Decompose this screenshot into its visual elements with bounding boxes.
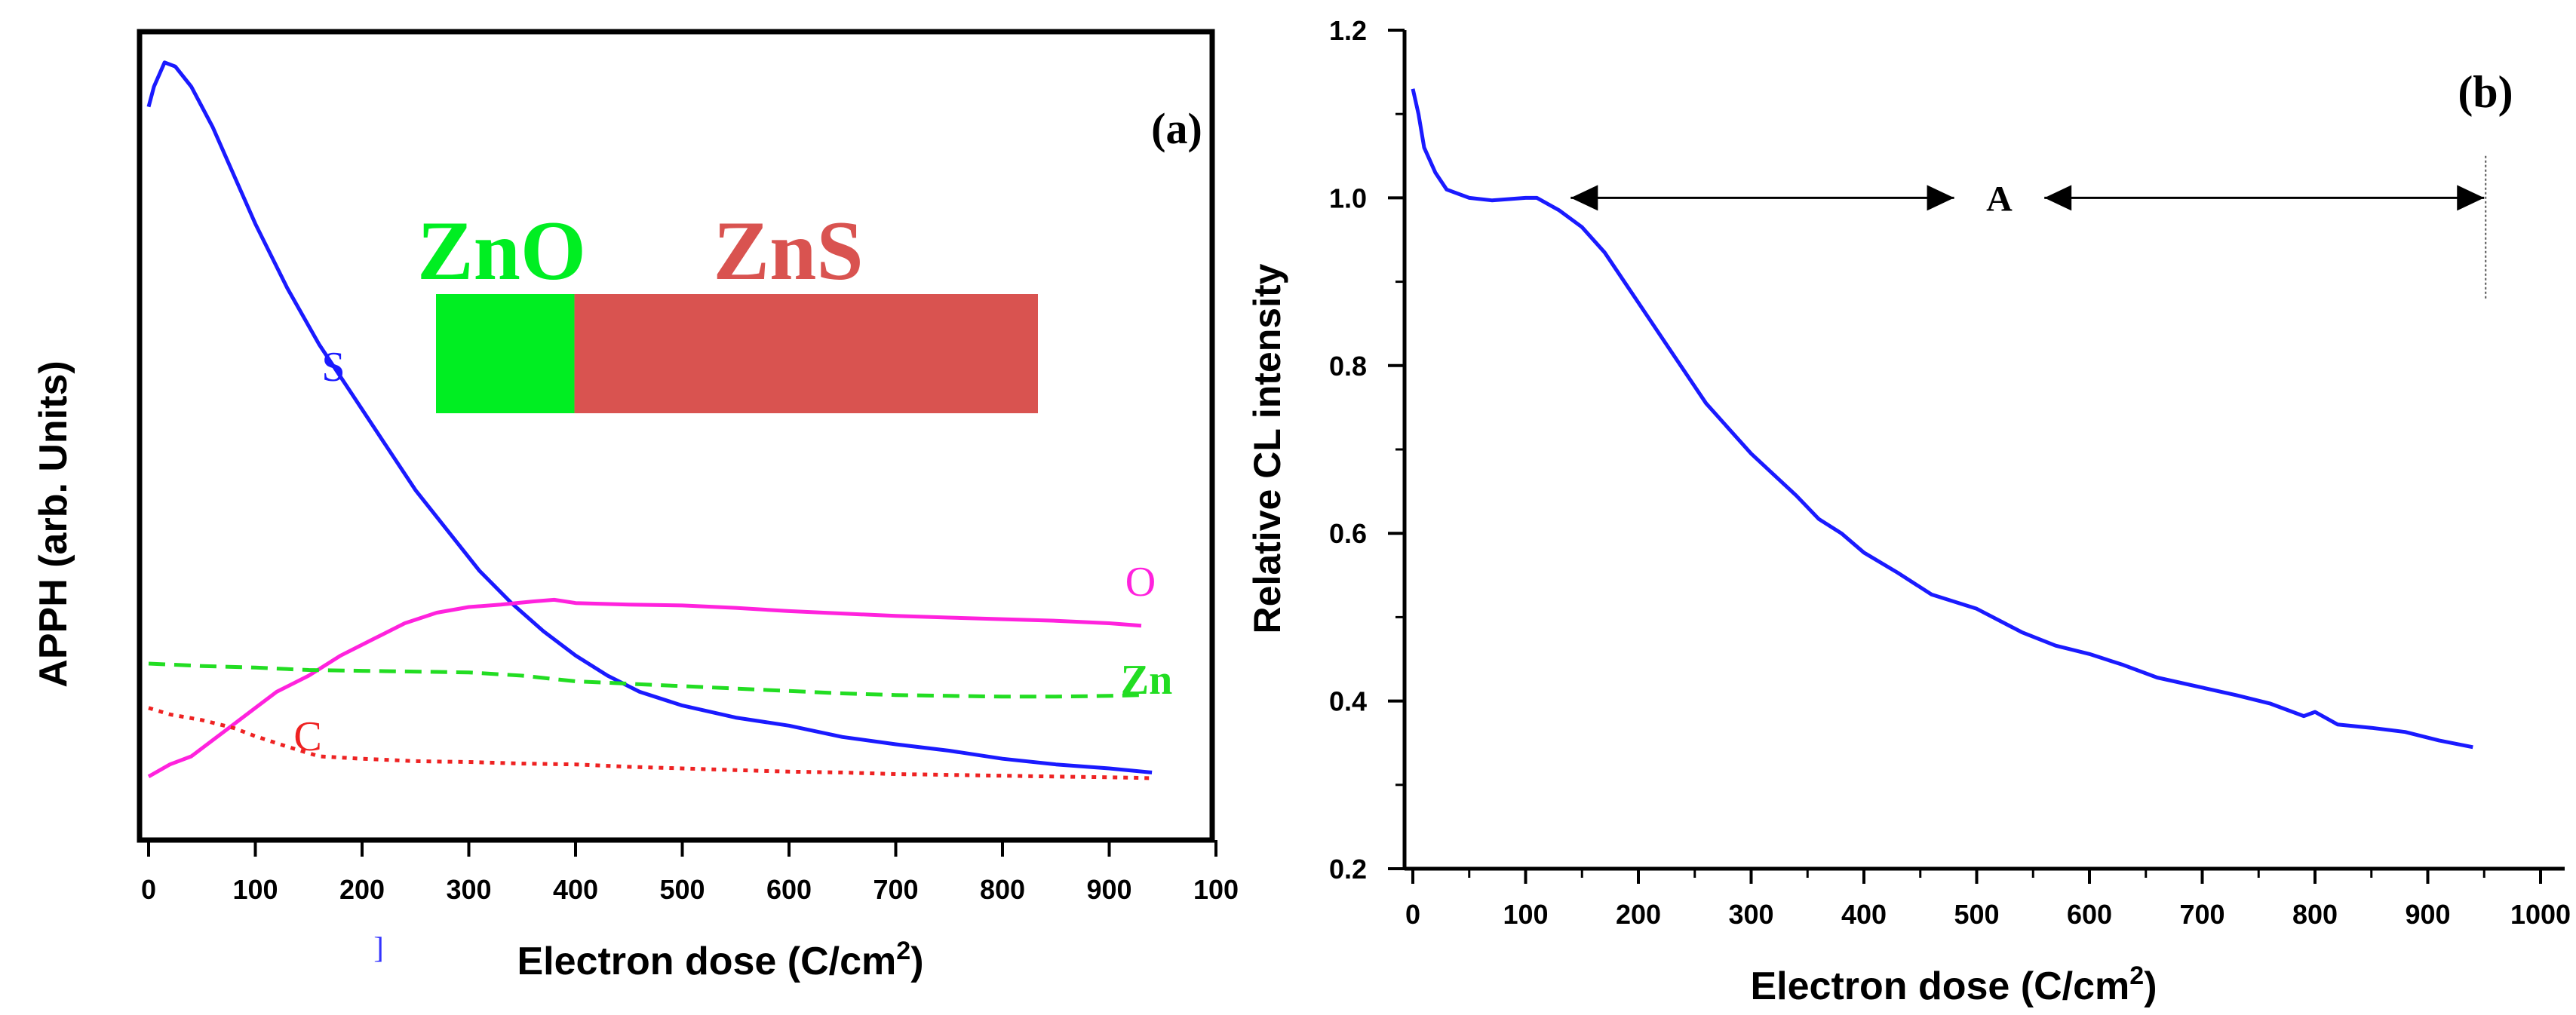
arrowhead-left [1570, 185, 1598, 211]
series-line-o [147, 597, 1142, 778]
composition-inset: ZnO ZnS [417, 204, 1038, 413]
arrowhead-right [1927, 185, 1954, 211]
x-tick-label: 400 [1841, 899, 1887, 930]
x-tick-label: 400 [553, 874, 598, 905]
zno-layer-bar [436, 294, 575, 413]
y-tick-label: 1.2 [1329, 15, 1367, 46]
x-tick-label: 900 [2405, 899, 2450, 930]
x-tick-label: 300 [446, 874, 491, 905]
x-tick-label: 600 [2067, 899, 2112, 930]
panel-a-curve-labels: S O Zn C [293, 344, 1172, 760]
arrowhead-left [2044, 185, 2072, 211]
x-tick-label: 200 [1616, 899, 1661, 930]
x-tick-label: 800 [2292, 899, 2338, 930]
x-tick-label: 100 [1193, 874, 1239, 905]
y-tick-label: 0.8 [1329, 351, 1367, 382]
curve-label-c: C [293, 713, 321, 760]
panel-a-x-ticks: 0 100 200 300 400 500 600 700 800 900 100 [141, 840, 1239, 905]
panel-b-x-axis-label: Electron dose (C/cm2) [1750, 961, 2157, 1008]
x-tick-label: 500 [659, 874, 705, 905]
x-axis-label-text: Electron dose (C/cm [1750, 964, 2129, 1008]
y-tick-label: 0.4 [1329, 686, 1367, 717]
x-axis-label-superscript: 2 [896, 937, 910, 965]
x-tick-label: 800 [980, 874, 1025, 905]
x-axis-label-text: Electron dose (C/cm [517, 940, 896, 983]
series-line-s [146, 60, 1153, 774]
panel-a-label: (a) [1151, 104, 1202, 153]
panel-a: 0 100 200 300 400 500 600 700 800 900 100 ZnO ZnS … [32, 29, 1239, 983]
zns-layer-bar [574, 294, 1038, 413]
x-tick-label: 600 [766, 874, 812, 905]
stray-bracket-mark: ] [373, 931, 383, 964]
x-axis-label-suffix: ) [2144, 964, 2157, 1008]
x-tick-label: 700 [2179, 899, 2224, 930]
y-tick-label: 1.0 [1329, 182, 1367, 213]
zns-label: ZnS [713, 204, 863, 298]
panel-b-label: (b) [2458, 67, 2513, 117]
panel-a-series [146, 60, 1153, 780]
y-tick-label: 0.2 [1329, 854, 1367, 885]
series-line-cl-intensity [1411, 88, 2473, 750]
curve-label-s: S [321, 344, 345, 391]
region-a-annotation: A [1570, 155, 2487, 299]
x-tick-label: 300 [1728, 899, 1773, 930]
zno-label: ZnO [417, 204, 586, 298]
series-line-zn [148, 661, 1142, 699]
panel-b-y-axis-label: Relative CL intensity [1246, 263, 1288, 633]
x-tick-label: 700 [873, 874, 918, 905]
region-a-label: A [1986, 179, 2013, 219]
panel-b-y-ticks: 0.2 0.4 0.6 0.8 1.0 1.2 [1329, 15, 1405, 885]
panel-a-y-axis-label: APPH (arb. Units) [32, 360, 75, 687]
x-tick-label: 100 [232, 874, 278, 905]
x-axis-label-superscript: 2 [2129, 961, 2144, 990]
curve-label-o: O [1125, 559, 1156, 606]
curve-label-zn: Zn [1121, 657, 1173, 704]
panel-b: 0.2 0.4 0.6 0.8 1.0 1.2 0 100 200 300 400 500 600 70… [1246, 15, 2571, 1008]
series-line-c [148, 706, 1153, 780]
panel-a-x-axis-label: Electron dose (C/cm2) [517, 937, 923, 983]
x-tick-label: 0 [1405, 899, 1420, 930]
panel-b-series [1411, 88, 2473, 750]
arrowhead-right [2457, 185, 2485, 211]
x-tick-label: 0 [141, 874, 156, 905]
panel-a-frame [137, 29, 1215, 843]
x-tick-label: 1000 [2510, 899, 2571, 930]
x-tick-label: 900 [1086, 874, 1131, 905]
panel-b-x-ticks: 0 100 200 300 400 500 600 700 800 900 1000 [1405, 869, 2571, 930]
x-tick-label: 100 [1503, 899, 1548, 930]
x-axis-label-suffix: ) [910, 940, 923, 983]
x-tick-label: 200 [339, 874, 385, 905]
x-tick-label: 500 [1954, 899, 1999, 930]
y-tick-label: 0.6 [1329, 518, 1367, 549]
